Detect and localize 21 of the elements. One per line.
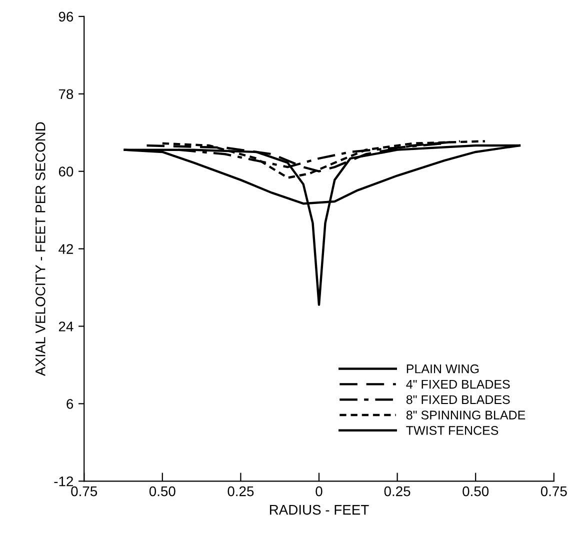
- y-tick-label: 78: [58, 89, 74, 100]
- x-tick-label: 0.50: [462, 486, 489, 496]
- legend-label: TWIST FENCES: [406, 426, 498, 435]
- y-tick-label: 42: [58, 244, 73, 254]
- legend-label: 8" SPINNING BLADE: [406, 410, 526, 420]
- y-tick-label: 60: [58, 166, 74, 177]
- x-tick-label: 0.25: [228, 486, 254, 496]
- x-tick-label: 0.75: [71, 486, 98, 496]
- y-tick-label: 24: [58, 322, 74, 332]
- y-tick-label: 6: [66, 399, 74, 409]
- x-tick-label: 0: [316, 486, 322, 496]
- legend-label: 4" FIXED BLADES: [406, 380, 510, 389]
- y-axis-title: AXIAL VELOCITY - FEET PER SECOND: [35, 122, 46, 376]
- x-axis-title: RADIUS - FEET: [270, 504, 369, 515]
- x-tick-label: 0.75: [540, 486, 567, 496]
- legend-label: 8" FIXED BLADES: [406, 395, 510, 404]
- x-tick-label: 0.25: [384, 486, 410, 496]
- y-tick-label: -12: [54, 476, 73, 486]
- legend-label: PLAIN WING: [406, 364, 479, 374]
- y-tick-label: 96: [58, 12, 74, 22]
- x-tick-label: 0.50: [149, 486, 176, 496]
